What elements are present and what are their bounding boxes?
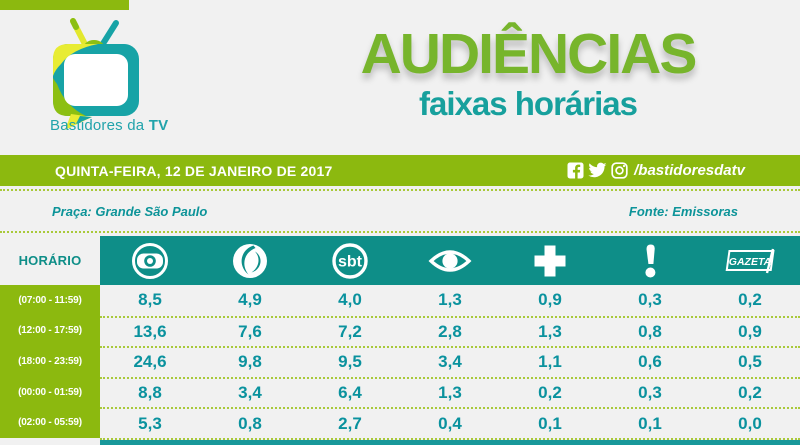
table-bottom-dotted-line	[100, 438, 800, 440]
table-row: (12:00 - 17:59) 13,6 7,6 7,2 2,8 1,3 0,8 0,9	[0, 315, 800, 347]
page-subtitle: faixas horárias	[419, 85, 638, 122]
instagram-icon	[611, 162, 628, 179]
rating-value: 0,2	[738, 383, 762, 403]
row-values: 5,3 0,8 2,7 0,4 0,1 0,1 0,0	[100, 407, 800, 438]
globo-icon	[132, 242, 168, 279]
social-handle: /bastidoresdatv	[634, 162, 745, 179]
timeslot-label: (02:00 - 05:59)	[0, 407, 100, 438]
gazeta-logo-text: GAZETA	[729, 256, 771, 268]
rating-value: 0,5	[738, 352, 762, 372]
rating-value: 1,3	[438, 290, 462, 310]
cross-plus-icon	[534, 245, 566, 276]
twitter-icon	[588, 162, 607, 178]
rating-value: 4,0	[338, 290, 362, 310]
rating-value: 2,7	[338, 413, 362, 433]
rating-value: 1,3	[438, 383, 462, 403]
top-left-accent-bar	[0, 0, 129, 10]
band-eye-icon	[428, 249, 472, 272]
rating-value: 3,4	[238, 383, 262, 403]
channel-column-sbt: sbt	[300, 236, 400, 285]
market-label: Praça: Grande São Paulo	[52, 203, 208, 219]
table-row: (07:00 - 11:59) 8,5 4,9 4,0 1,3 0,9 0,3 0,2	[0, 285, 800, 316]
tv-icon	[53, 18, 139, 130]
rating-value: 0,6	[638, 352, 662, 372]
table-bottom-teal-bar	[100, 440, 800, 445]
row-values: 8,8 3,4 6,4 1,3 0,2 0,3 0,2	[100, 376, 800, 408]
record-icon	[233, 243, 267, 278]
channel-column-gazeta: GAZETA	[700, 236, 800, 285]
table-body: (07:00 - 11:59) 8,5 4,9 4,0 1,3 0,9 0,3 0,2 (12:…	[0, 285, 800, 438]
timeslot-label: (18:00 - 23:59)	[0, 346, 100, 377]
exclamation-icon	[645, 244, 656, 277]
row-values: 8,5 4,9 4,0 1,3 0,9 0,3 0,2	[100, 285, 800, 316]
channel-column-exclamation	[600, 236, 700, 285]
sbt-icon: sbt	[332, 242, 368, 279]
gazeta-icon: GAZETA	[725, 248, 775, 273]
source-label: Fonte: Emissoras	[628, 203, 738, 219]
rating-value: 7,6	[238, 321, 262, 341]
timeslot-label: (12:00 - 17:59)	[0, 315, 100, 347]
rating-value: 0,3	[638, 383, 662, 403]
bastidores-da-tv-logo	[50, 14, 220, 139]
rating-value: 5,3	[138, 413, 162, 433]
page-title: AUDIÊNCIAS	[360, 22, 698, 86]
meta-strip: Praça: Grande São Paulo Fonte: Emissoras	[0, 189, 800, 233]
rating-value: 0,2	[738, 290, 762, 310]
social-links: /bastidoresdatv	[567, 162, 745, 179]
table-header: HORÁRIO sbt	[0, 236, 800, 285]
title-block: AUDIÊNCIAS faixas horárias	[318, 24, 738, 122]
channel-column-band	[400, 236, 500, 285]
date-bar: QUINTA-FEIRA, 12 DE JANEIRO DE 2017 /bas…	[0, 155, 800, 186]
rating-value: 8,8	[138, 383, 162, 403]
rating-value: 6,4	[338, 383, 362, 403]
table-row: (18:00 - 23:59) 24,6 9,8 9,5 3,4 1,1 0,6 0,5	[0, 346, 800, 377]
rating-value: 1,1	[538, 352, 562, 372]
rating-value: 0,9	[738, 321, 762, 341]
channel-column-globo	[100, 236, 200, 285]
row-values: 13,6 7,6 7,2 2,8 1,3 0,8 0,9	[100, 315, 800, 347]
table-row: (00:00 - 01:59) 8,8 3,4 6,4 1,3 0,2 0,3 0,2	[0, 376, 800, 408]
brand-name-bold: TV	[148, 117, 169, 134]
rating-value: 7,2	[338, 321, 362, 341]
rating-value: 9,8	[238, 352, 262, 372]
rating-value: 0,0	[738, 413, 762, 433]
rating-value: 1,3	[538, 321, 562, 341]
brand-name-regular: Bastidores da	[50, 117, 149, 134]
sbt-logo-text: sbt	[338, 253, 363, 270]
rating-value: 0,8	[238, 413, 262, 433]
table-row: (02:00 - 05:59) 5,3 0,8 2,7 0,4 0,1 0,1 0,0	[0, 407, 800, 438]
rating-value: 0,4	[438, 413, 462, 433]
brand-name: Bastidores da TV	[50, 117, 220, 134]
rating-value: 8,5	[138, 290, 162, 310]
facebook-icon	[567, 162, 584, 179]
rating-value: 4,9	[238, 290, 262, 310]
rating-value: 3,4	[438, 352, 462, 372]
rating-value: 9,5	[338, 352, 362, 372]
ratings-table: HORÁRIO sbt	[0, 236, 800, 438]
rating-value: 0,1	[538, 413, 562, 433]
rating-value: 0,1	[638, 413, 662, 433]
channel-column-cross	[500, 236, 600, 285]
rating-value: 0,8	[638, 321, 662, 341]
rating-value: 13,6	[133, 321, 167, 341]
date-text: QUINTA-FEIRA, 12 DE JANEIRO DE 2017	[55, 162, 333, 179]
rating-value: 0,3	[638, 290, 662, 310]
channel-column-record	[200, 236, 300, 285]
row-values: 24,6 9,8 9,5 3,4 1,1 0,6 0,5	[100, 346, 800, 377]
timeslot-label: (07:00 - 11:59)	[0, 285, 100, 316]
rating-value: 0,2	[538, 383, 562, 403]
rating-value: 0,9	[538, 290, 562, 310]
horario-header: HORÁRIO	[18, 253, 82, 268]
rating-value: 24,6	[133, 352, 167, 372]
rating-value: 2,8	[438, 321, 462, 341]
timeslot-label: (00:00 - 01:59)	[0, 376, 100, 408]
